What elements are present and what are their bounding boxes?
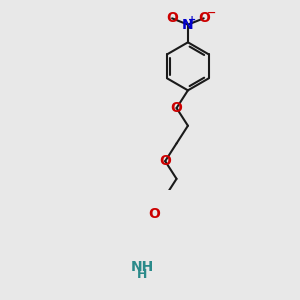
Text: N: N [182, 18, 194, 32]
Text: O: O [198, 11, 210, 25]
Text: O: O [159, 154, 171, 168]
Text: H: H [137, 268, 148, 281]
Text: O: O [148, 207, 160, 221]
Text: NH: NH [131, 260, 154, 274]
Text: O: O [166, 11, 178, 25]
Text: O: O [171, 101, 182, 115]
Text: +: + [188, 15, 196, 25]
Text: −: − [207, 8, 217, 18]
